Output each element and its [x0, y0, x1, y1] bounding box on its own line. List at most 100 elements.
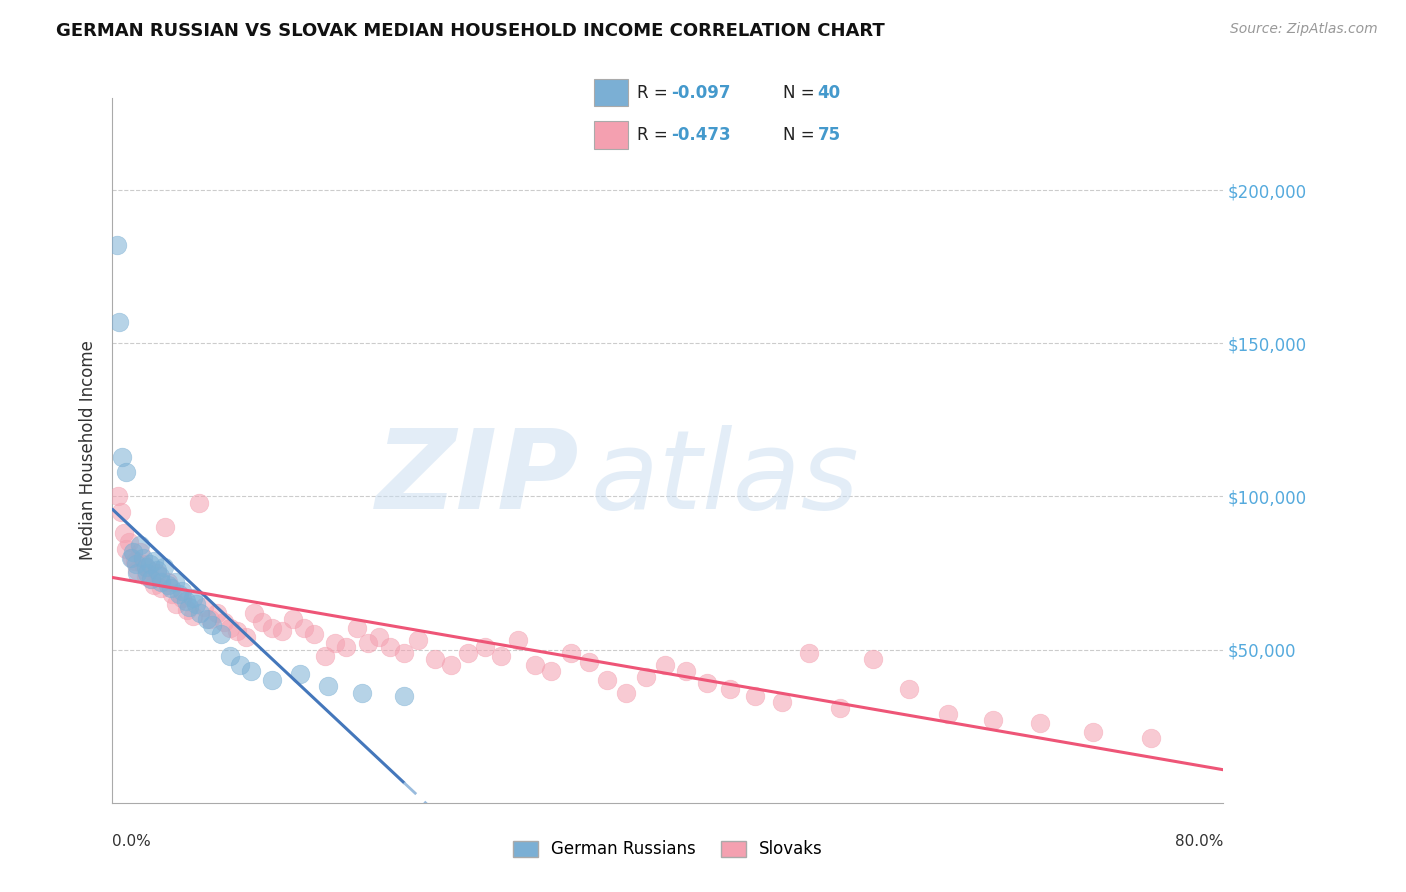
Text: R =: R =: [637, 126, 673, 145]
Point: [292, 621, 315, 635]
Point: [141, 572, 163, 586]
Point: [141, 572, 163, 586]
Point: [474, 640, 496, 654]
Point: [118, 535, 141, 549]
Text: 0.0%: 0.0%: [112, 834, 152, 849]
Point: [160, 587, 183, 601]
Point: [560, 646, 582, 660]
Point: [193, 599, 215, 614]
Point: [392, 689, 415, 703]
Text: GERMAN RUSSIAN VS SLOVAK MEDIAN HOUSEHOLD INCOME CORRELATION CHART: GERMAN RUSSIAN VS SLOVAK MEDIAN HOUSEHOL…: [56, 22, 884, 40]
Point: [157, 578, 180, 592]
Text: atlas: atlas: [591, 425, 859, 533]
Point: [146, 566, 169, 580]
Point: [1029, 716, 1052, 731]
Point: [136, 566, 159, 580]
Point: [121, 550, 143, 565]
Legend: German Russians, Slovaks: German Russians, Slovaks: [506, 834, 830, 865]
Point: [540, 664, 562, 678]
Point: [209, 627, 232, 641]
Text: N =: N =: [783, 126, 820, 145]
Point: [107, 490, 129, 504]
Point: [143, 578, 166, 592]
Point: [675, 664, 697, 678]
Point: [770, 695, 793, 709]
Point: [112, 526, 135, 541]
Point: [1081, 725, 1104, 739]
Point: [243, 606, 266, 620]
Point: [135, 569, 157, 583]
Point: [457, 646, 479, 660]
Point: [105, 238, 128, 252]
Point: [146, 563, 169, 577]
Point: [314, 648, 336, 663]
Point: [184, 597, 207, 611]
Point: [181, 608, 204, 623]
Text: -0.097: -0.097: [671, 84, 731, 102]
Point: [423, 652, 446, 666]
Point: [219, 648, 242, 663]
Point: [198, 612, 221, 626]
Point: [1140, 731, 1163, 746]
Point: [898, 682, 921, 697]
Point: [115, 541, 138, 556]
Point: [170, 591, 193, 605]
Point: [129, 544, 152, 558]
Point: [138, 563, 160, 577]
Point: [165, 597, 187, 611]
Point: [176, 603, 198, 617]
Point: [578, 655, 600, 669]
Point: [654, 657, 676, 672]
Point: [157, 575, 180, 590]
Point: [139, 557, 162, 571]
Point: [270, 624, 292, 639]
Point: [316, 679, 339, 693]
Point: [132, 550, 155, 565]
Bar: [593, 78, 628, 106]
Point: [262, 673, 284, 688]
Point: [828, 701, 851, 715]
Point: [323, 636, 346, 650]
Point: [352, 685, 374, 699]
Text: ZIP: ZIP: [375, 425, 579, 533]
Point: [634, 670, 657, 684]
Point: [252, 615, 274, 629]
Point: [614, 685, 637, 699]
Point: [127, 563, 149, 577]
Point: [108, 315, 131, 329]
Point: [170, 584, 193, 599]
Text: 75: 75: [818, 126, 841, 145]
Point: [188, 606, 211, 620]
Point: [281, 612, 304, 626]
Point: [596, 673, 619, 688]
Point: [744, 689, 766, 703]
Point: [262, 621, 284, 635]
Point: [302, 627, 325, 641]
Point: [380, 640, 402, 654]
Point: [981, 713, 1004, 727]
Point: [115, 465, 138, 479]
Point: [696, 676, 718, 690]
Point: [110, 505, 132, 519]
Point: [240, 664, 263, 678]
Text: N =: N =: [783, 84, 820, 102]
Text: 40: 40: [818, 84, 841, 102]
Point: [506, 633, 529, 648]
Point: [491, 648, 513, 663]
Point: [129, 538, 152, 552]
Text: Source: ZipAtlas.com: Source: ZipAtlas.com: [1230, 22, 1378, 37]
Point: [149, 569, 172, 583]
Point: [201, 618, 224, 632]
Point: [143, 554, 166, 568]
Point: [346, 621, 368, 635]
Point: [177, 599, 200, 614]
Text: 80.0%: 80.0%: [1175, 834, 1223, 849]
Point: [132, 557, 155, 571]
Y-axis label: Median Household Income: Median Household Income: [79, 341, 97, 560]
Point: [187, 495, 209, 509]
Point: [862, 652, 884, 666]
Point: [122, 544, 145, 558]
Point: [392, 646, 415, 660]
Point: [799, 646, 821, 660]
Point: [226, 624, 249, 639]
